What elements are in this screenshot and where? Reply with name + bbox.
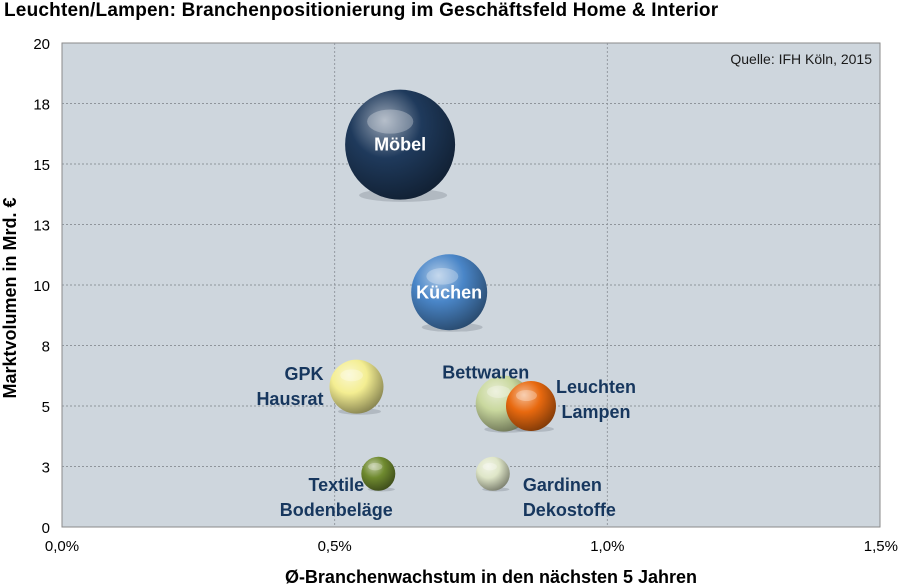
y-tick-label: 20 — [33, 36, 50, 53]
chart-title: Leuchten/Lampen: Branchenpositionierung … — [4, 0, 719, 21]
source-note: Quelle: IFH Köln, 2015 — [730, 51, 872, 67]
y-tick-label: 10 — [33, 278, 50, 295]
x-tick-label: 0,5% — [318, 538, 352, 555]
bubble-gardinen[interactable] — [475, 456, 510, 491]
label-möbel: Möbel — [374, 135, 426, 155]
y-axis-title: Marktvolumen in Mrd. € — [0, 197, 20, 398]
bubble-textile[interactable] — [361, 456, 396, 491]
x-axis-title: Ø-Branchenwachstum in den nächsten 5 Jah… — [285, 567, 697, 587]
bubble-highlight — [367, 109, 414, 134]
bubble-möbel[interactable] — [345, 89, 456, 200]
y-tick-label: 18 — [33, 97, 50, 114]
bubble-gpk[interactable] — [329, 359, 384, 414]
bubble-küchen[interactable] — [411, 254, 488, 331]
y-tick-label: 13 — [33, 218, 50, 235]
bubble-highlight — [515, 390, 537, 401]
bubble-highlight — [486, 385, 511, 398]
y-tick-label: 15 — [33, 157, 50, 174]
bubble-highlight — [482, 462, 497, 471]
x-tick-label: 1,5% — [864, 538, 898, 555]
bubble-leuchten[interactable] — [505, 381, 556, 431]
label-textile: Textile Bodenbeläge — [280, 475, 393, 520]
label-leuchten: Leuchten Lampen — [556, 377, 636, 422]
bubble-highlight — [340, 369, 363, 382]
y-tick-label: 3 — [42, 460, 50, 477]
y-tick-label: 5 — [42, 399, 50, 416]
label-gardinen: Gardinen Dekostoffe — [523, 475, 616, 520]
label-gpk: GPK Hausrat — [256, 364, 323, 409]
label-bettwaren: Bettwaren — [442, 363, 529, 383]
y-tick-label: 8 — [42, 339, 50, 356]
bubble-highlight — [426, 267, 459, 285]
y-tick-label: 0 — [42, 520, 50, 537]
x-tick-label: 0,0% — [45, 538, 79, 555]
bubble-highlight — [368, 462, 383, 471]
label-küchen: Küchen — [416, 282, 482, 302]
x-tick-label: 1,0% — [590, 538, 624, 555]
